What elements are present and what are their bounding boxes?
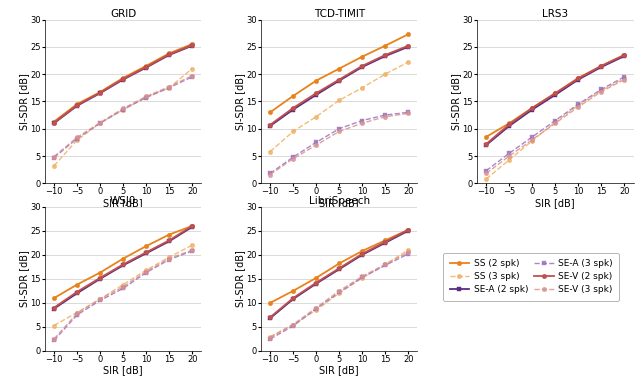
Y-axis label: SI-SDR [dB]: SI-SDR [dB] [451, 73, 461, 130]
Title: WSJ0: WSJ0 [110, 196, 136, 206]
Title: LRS3: LRS3 [542, 9, 568, 19]
Y-axis label: SI-SDR [dB]: SI-SDR [dB] [235, 250, 244, 307]
Title: LibriSpeech: LibriSpeech [308, 196, 370, 206]
Title: TCD-TIMIT: TCD-TIMIT [314, 9, 365, 19]
X-axis label: SIR [dB]: SIR [dB] [319, 365, 359, 376]
X-axis label: SIR [dB]: SIR [dB] [319, 198, 359, 208]
Y-axis label: SI-SDR [dB]: SI-SDR [dB] [235, 73, 244, 130]
Y-axis label: SI-SDR [dB]: SI-SDR [dB] [19, 250, 29, 307]
X-axis label: SIR [dB]: SIR [dB] [103, 365, 143, 376]
X-axis label: SIR [dB]: SIR [dB] [103, 198, 143, 208]
Y-axis label: SI-SDR [dB]: SI-SDR [dB] [19, 73, 29, 130]
Title: GRID: GRID [110, 9, 136, 19]
X-axis label: SIR [dB]: SIR [dB] [536, 198, 575, 208]
Legend: SS (2 spk), SS (3 spk), SE-A (2 spk), SE-A (3 spk), SE-V (2 spk), SE-V (3 spk): SS (2 spk), SS (3 spk), SE-A (2 spk), SE… [444, 253, 619, 301]
